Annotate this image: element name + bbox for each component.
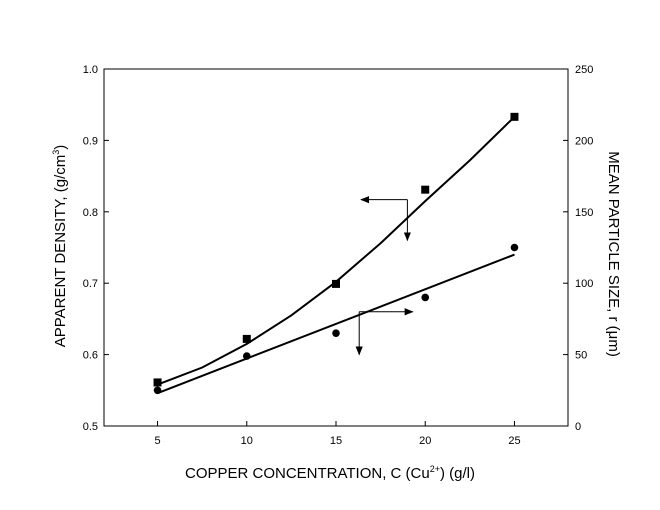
- particle-size-point: [510, 243, 519, 252]
- particle-size-point: [421, 293, 430, 302]
- particle-size-point: [332, 329, 340, 337]
- left-y-tick-label: 0.9: [83, 135, 98, 147]
- data-points: [153, 112, 519, 395]
- axis-indicator-arrows: [355, 196, 414, 356]
- density-point: [153, 378, 162, 387]
- left-y-tick-label: 1.0: [83, 64, 98, 76]
- x-axis: 5 10 15 20 25: [154, 421, 521, 447]
- left-y-tick-label: 0.7: [83, 278, 98, 290]
- density-fit-line: [157, 116, 516, 386]
- right-y-tick-label: 100: [575, 278, 593, 290]
- x-tick-label: 25: [508, 435, 520, 447]
- right-y-tick-label: 250: [575, 64, 593, 76]
- right-y-tick-label: 150: [575, 207, 593, 219]
- plot-frame: [103, 68, 569, 427]
- left-y-tick-label: 0.5: [83, 421, 98, 433]
- left-y-tick-label: 0.8: [83, 207, 98, 219]
- density-point: [421, 185, 430, 194]
- x-tick-label: 5: [154, 435, 160, 447]
- fit-lines: [157, 116, 516, 395]
- right-y-tick-label: 200: [575, 135, 593, 147]
- right-y-tick-label: 0: [575, 421, 581, 433]
- left-y-axis-title: APPARENT DENSITY, (g/cm3): [51, 145, 69, 348]
- density-point: [332, 279, 340, 288]
- right-y-tick-label: 50: [575, 350, 587, 362]
- x-tick-label: 15: [330, 435, 342, 447]
- particle-size-point: [153, 386, 162, 395]
- right-y-axis-title: MEAN PARTICLE SIZE, r (μm): [605, 151, 622, 357]
- particle-size-fit-line: [157, 253, 515, 395]
- left-y-axis: 0.5 0.6 0.7 0.8 0.9 1.0: [83, 64, 109, 433]
- density-point: [242, 334, 251, 343]
- density-point: [510, 112, 519, 121]
- x-axis-title: COPPER CONCENTRATION, C (Cu2+) (g/l): [185, 464, 475, 482]
- right-y-axis: 0 50 100 150 200 250: [563, 64, 593, 433]
- left-y-tick-label: 0.6: [83, 350, 98, 362]
- particle-size-point: [242, 352, 251, 360]
- x-tick-label: 20: [419, 435, 431, 447]
- x-tick-label: 10: [241, 435, 253, 447]
